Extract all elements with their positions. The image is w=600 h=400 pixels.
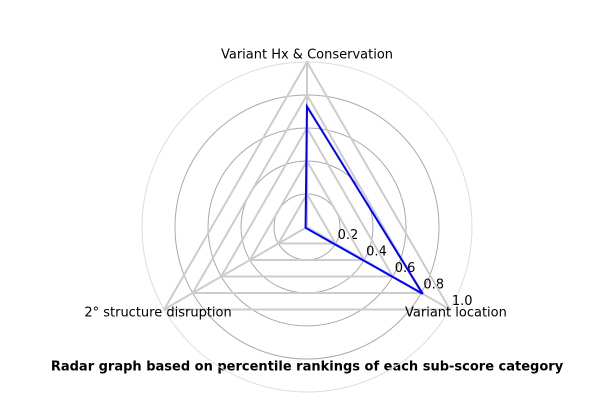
chart-title: Radar graph based on percentile rankings… [51,360,564,375]
grid-polygon [162,60,452,311]
category-label: Variant Hx & Conservation [221,48,393,63]
grid-polygon [276,191,338,245]
category-label: Variant location [405,306,507,321]
grid-polygon [190,92,424,294]
category-label: 2° structure disruption [84,306,231,321]
r-tick-label: 1.0 [452,294,473,309]
grid-polygon [219,125,395,278]
grid-polygon [248,159,366,261]
spoke [163,226,308,311]
data-line [304,103,424,295]
